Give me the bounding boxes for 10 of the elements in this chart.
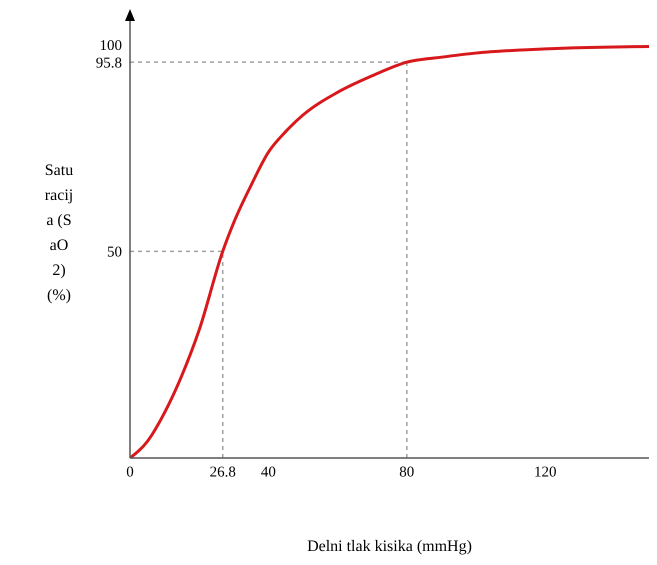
x-tick-label: 40 (260, 464, 276, 481)
y-tick-label: 100 (100, 38, 122, 54)
x-tick-label: 120 (534, 464, 556, 481)
x-tick-label: 80 (399, 464, 414, 481)
y-axis-title: Saturacija (SaO2) (%) (44, 161, 74, 306)
y-tick-label: 50 (107, 244, 122, 261)
x-tick-label: 0 (126, 464, 134, 481)
x-tick-label: 26.8 (210, 464, 236, 481)
x-axis-title: Delni tlak kisika (mmHg) (306, 538, 473, 556)
y-tick-label: 95.8 (96, 55, 122, 72)
